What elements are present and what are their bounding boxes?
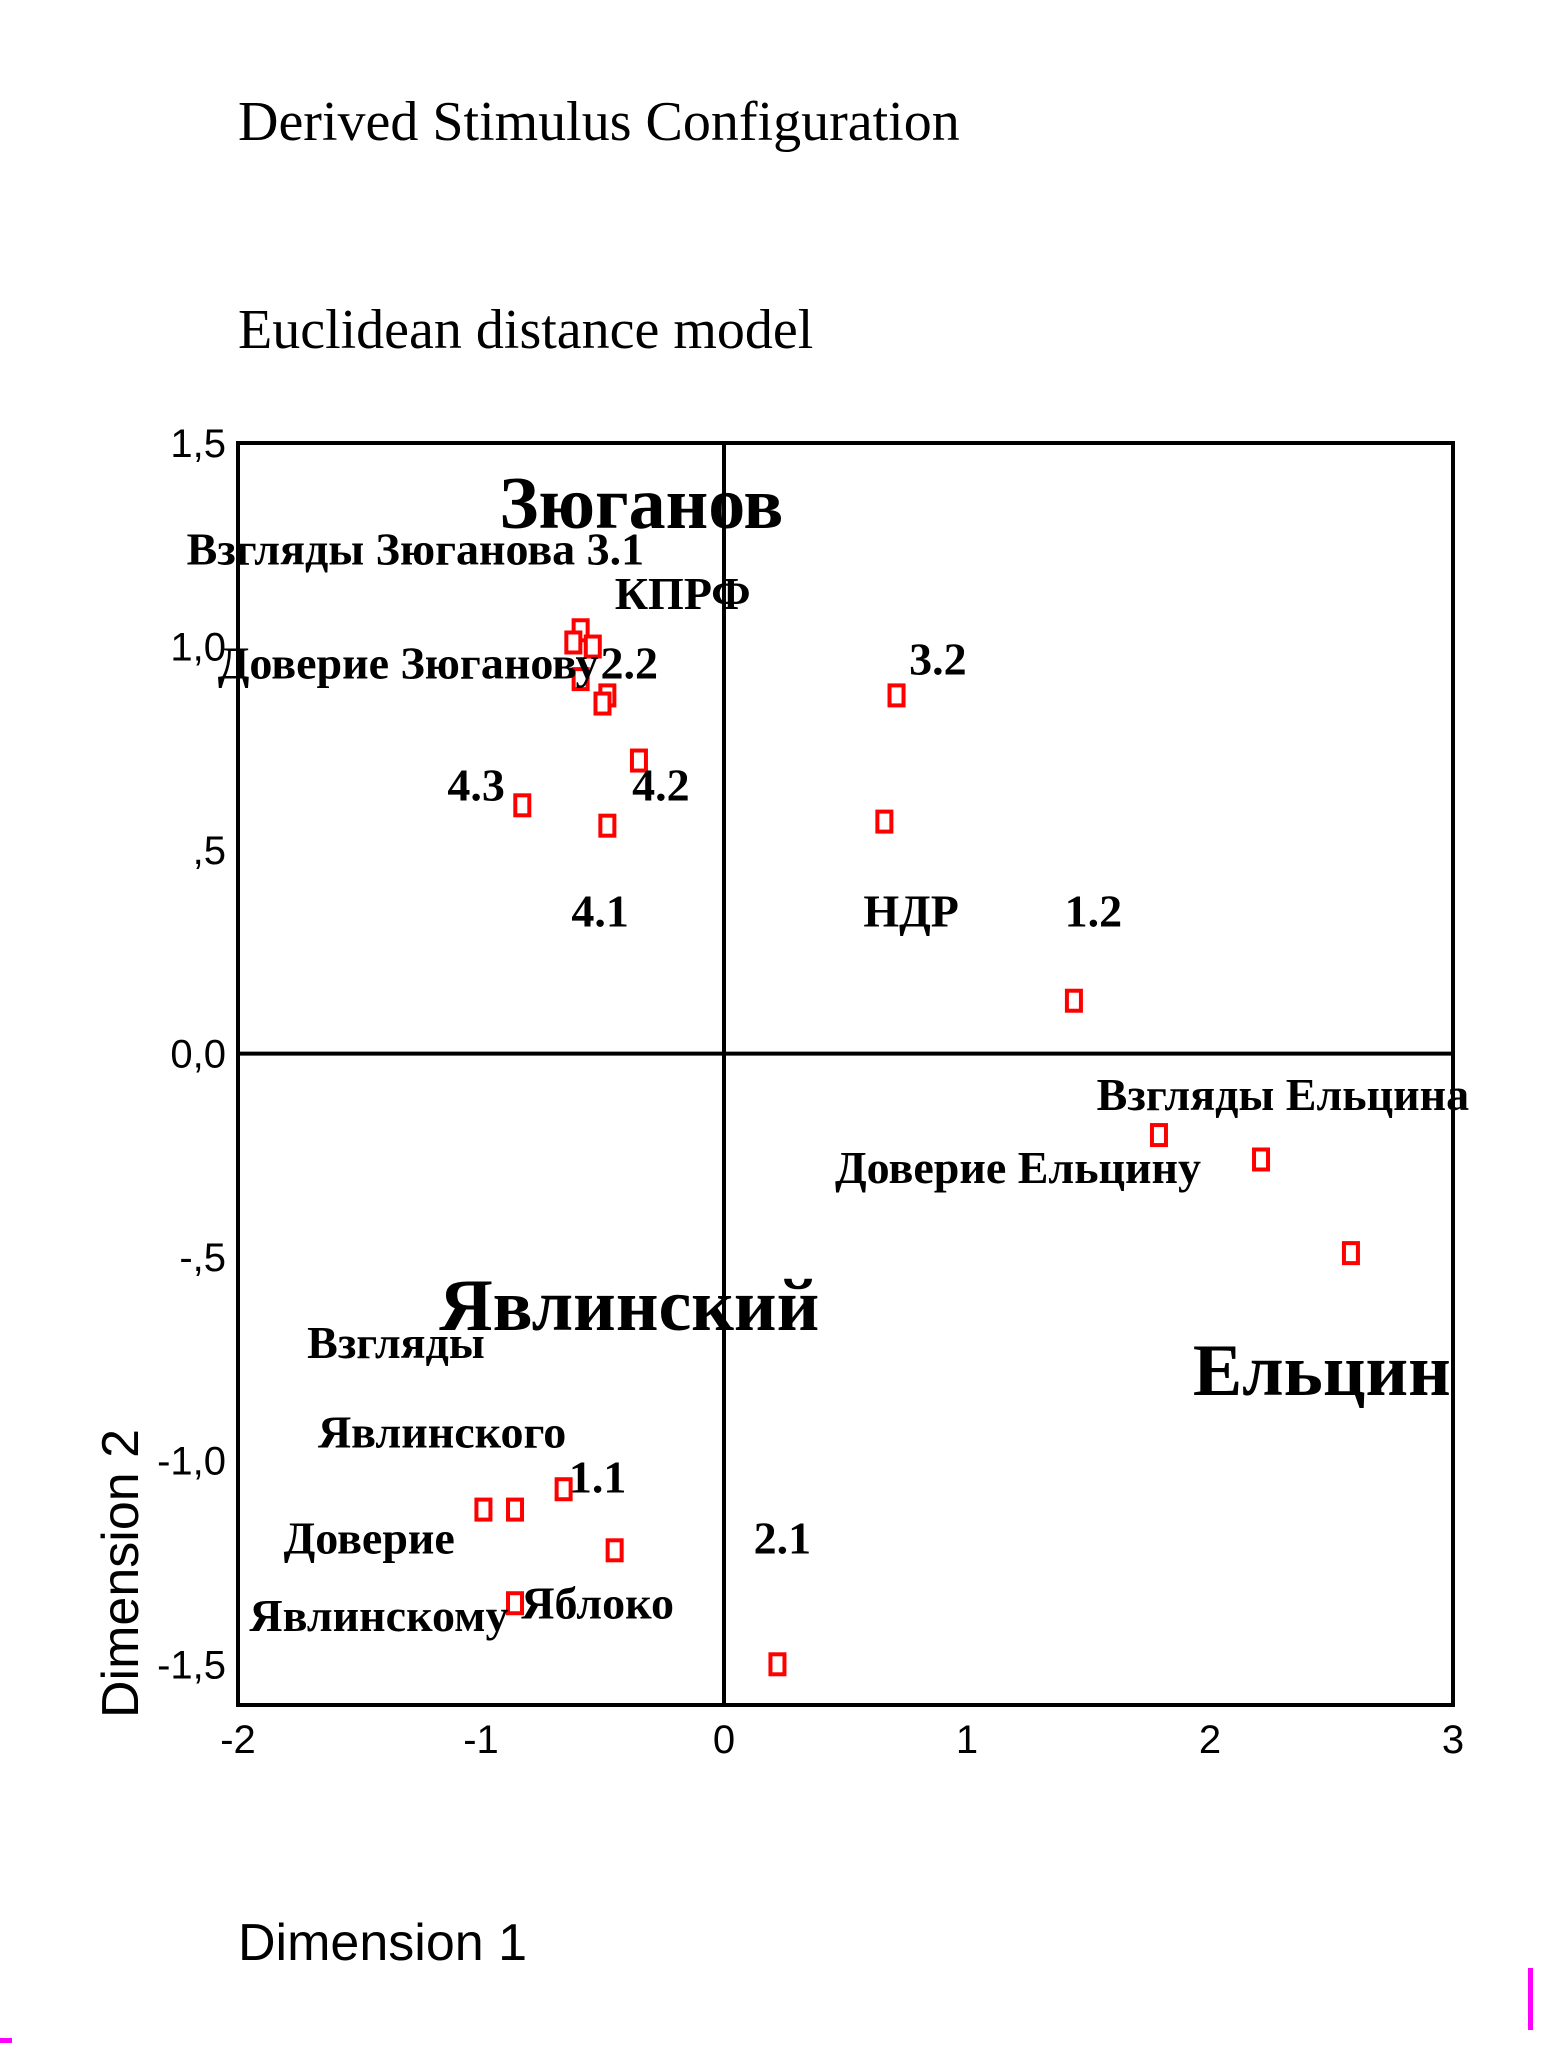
- data-point: [605, 1538, 624, 1563]
- data-point: [598, 813, 617, 838]
- data-point: [583, 634, 602, 659]
- data-point: [1064, 988, 1083, 1013]
- data-point: [1341, 1241, 1360, 1266]
- point-label: 4.1: [571, 886, 629, 937]
- data-point: [887, 683, 906, 708]
- x-tick-label: -2: [220, 1718, 256, 1762]
- data-point: [506, 1591, 525, 1616]
- point-label: 2.1: [754, 1513, 812, 1564]
- plot-frame: [236, 441, 1455, 1707]
- data-point: [513, 793, 532, 818]
- data-point: [554, 1477, 573, 1502]
- x-tick-label: -1: [463, 1718, 499, 1762]
- point-label: 1.1: [569, 1452, 627, 1503]
- data-point: [474, 1497, 493, 1522]
- point-label: 4.3: [447, 759, 505, 810]
- y-tick-label: -,5: [179, 1236, 226, 1280]
- data-point: [1252, 1147, 1271, 1172]
- point-label: Ельцин: [1193, 1330, 1451, 1412]
- x-axis-title: Dimension 1: [238, 1914, 527, 1972]
- point-label: КПРФ: [615, 568, 751, 619]
- corner-mark-right: [1528, 1968, 1533, 2030]
- x-tick-label: 1: [956, 1718, 978, 1762]
- point-label: Явлинского: [318, 1407, 566, 1458]
- point-label: 2.2: [600, 637, 658, 688]
- point-label: Доверие: [284, 1513, 455, 1564]
- y-tick-label: ,5: [193, 829, 226, 873]
- data-point: [629, 748, 648, 773]
- data-points: [474, 618, 1360, 1677]
- point-label: Яблоко: [521, 1578, 674, 1629]
- point-label: Взгляды Ельцина: [1097, 1069, 1469, 1120]
- y-axis-title: Dimension 2: [92, 1429, 150, 1718]
- x-tick-label: 0: [713, 1718, 735, 1762]
- point-label: Явлинский: [439, 1265, 819, 1347]
- chart-title: Derived Stimulus Configuration: [238, 91, 960, 153]
- point-label: НДР: [863, 886, 959, 937]
- y-tick-labels: 1,5 1,0 ,5 0,0 -,5 -1,0 -1,5: [157, 422, 226, 1687]
- point-label: Доверие Зюганову: [218, 637, 599, 688]
- point-label: Взгляды Зюганова 3.1: [187, 523, 645, 574]
- x-tick-labels: -2 -1 0 1 2 3: [220, 1718, 1464, 1762]
- data-point: [571, 667, 590, 692]
- y-tick-label: 0,0: [170, 1033, 226, 1077]
- data-point: [1149, 1123, 1168, 1148]
- data-point: [593, 691, 612, 716]
- data-point: [768, 1652, 787, 1677]
- x-tick-label: 2: [1199, 1718, 1221, 1762]
- point-label: Зюганов: [499, 463, 783, 545]
- data-point: [875, 809, 894, 834]
- y-tick-label: -1,0: [157, 1440, 226, 1484]
- x-tick-label: 3: [1442, 1718, 1464, 1762]
- y-tick-label: 1,0: [170, 626, 226, 670]
- point-label: Доверие Ельцину: [835, 1142, 1201, 1193]
- chart-subtitle: Euclidean distance model: [238, 299, 813, 361]
- y-tick-label: 1,5: [170, 422, 226, 466]
- corner-mark-left: [0, 2038, 12, 2043]
- point-label: Взгляды: [307, 1317, 485, 1368]
- point-label: 4.2: [632, 759, 690, 810]
- y-tick-label: -1,5: [157, 1643, 226, 1687]
- data-point: [564, 630, 583, 655]
- point-label: 3.2: [909, 633, 967, 684]
- point-label: Явлинскому: [249, 1590, 508, 1641]
- data-point: [506, 1497, 525, 1522]
- point-label: 1.2: [1065, 886, 1123, 937]
